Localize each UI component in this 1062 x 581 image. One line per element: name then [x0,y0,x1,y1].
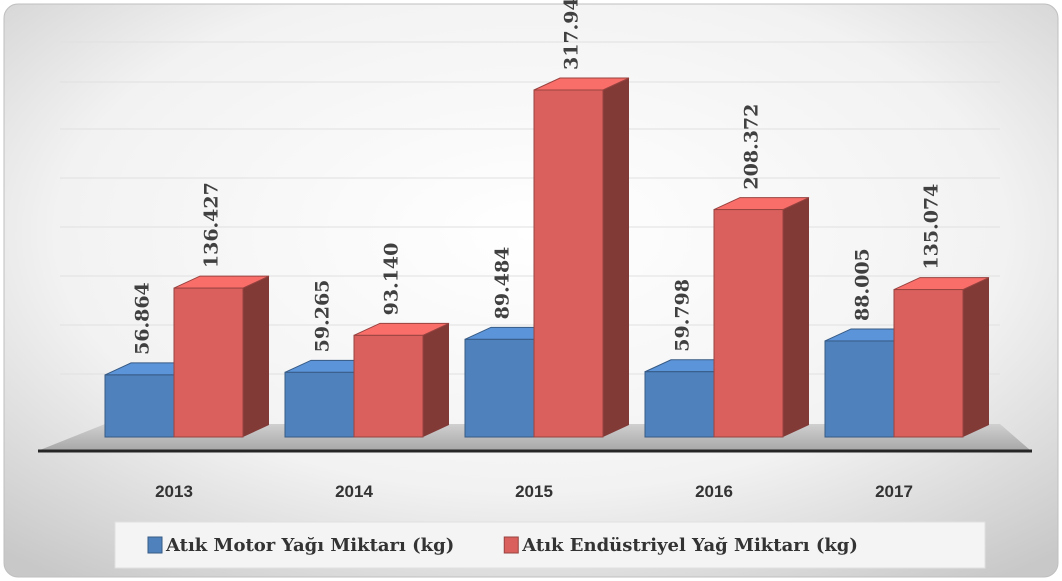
bar [284,371,355,438]
bar [533,89,604,438]
bar-side [423,323,449,437]
value-label: 56.864 [132,282,154,355]
legend-swatch [147,536,163,554]
bar-side [243,276,269,437]
value-label: 59.265 [312,280,334,353]
x-tick-label: 2014 [335,482,373,501]
x-tick-label: 2017 [875,482,913,501]
legend [114,521,986,569]
value-label: 135.074 [921,184,943,270]
bar-side [963,277,989,437]
x-tick-label: 2016 [695,482,733,501]
legend-swatch [503,536,519,554]
value-label: 59.798 [672,279,694,352]
value-label: 208.372 [741,104,763,190]
bar [353,334,424,438]
x-tick-label: 2013 [155,482,193,501]
bar-side [783,197,809,437]
legend-label: Atık Endüstriyel Yağ Miktarı (kg) [521,535,858,556]
bar [104,374,175,438]
bar [824,340,895,438]
bar [644,371,715,438]
bar [893,289,964,438]
value-label: 88.005 [852,248,874,321]
legend-label: Atık Motor Yağı Miktarı (kg) [165,535,454,556]
value-label: 89.484 [492,247,514,320]
value-label: 317.941 [561,0,583,70]
bar [713,209,784,438]
value-label: 136.427 [201,182,223,268]
bar-side [603,77,629,437]
bar [464,338,535,438]
bar [173,287,244,438]
x-tick-label: 2015 [515,482,553,501]
value-label: 93.140 [381,243,403,316]
